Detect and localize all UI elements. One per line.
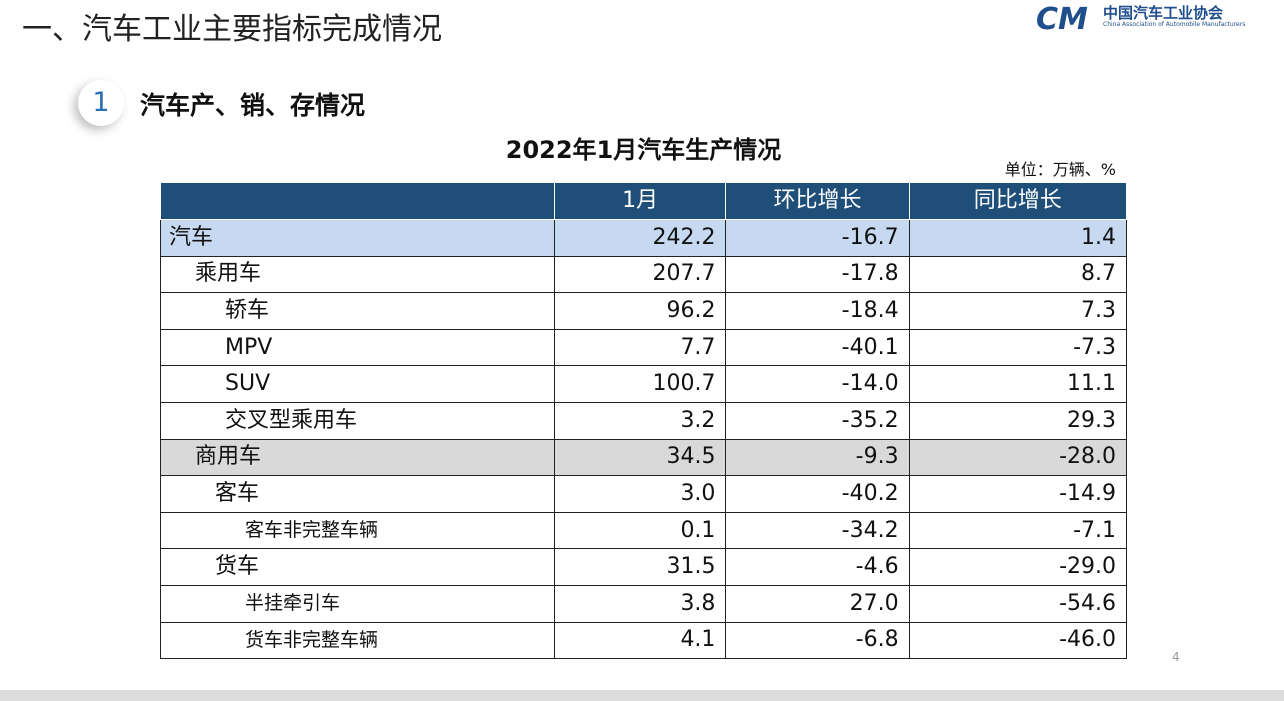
cell-value: 96.2 bbox=[553, 292, 727, 330]
cell-value: -7.3 bbox=[908, 328, 1128, 367]
section-number: 1 bbox=[78, 80, 124, 126]
row-label: 乘用车 bbox=[160, 255, 555, 294]
cell-value: 4.1 bbox=[553, 621, 727, 660]
column-header: 1月 bbox=[553, 182, 727, 220]
table-row: SUV 100.7 -14.0 11.1 bbox=[160, 365, 1128, 403]
cell-value: -34.2 bbox=[725, 511, 910, 550]
column-header: 同比增长 bbox=[908, 182, 1128, 220]
cell-value: 3.8 bbox=[553, 584, 727, 623]
row-label: 客车 bbox=[160, 475, 555, 513]
cell-value: -14.0 bbox=[725, 365, 910, 403]
cell-value: 3.2 bbox=[553, 401, 727, 440]
cell-value: -6.8 bbox=[725, 621, 910, 660]
cell-value: -40.2 bbox=[725, 475, 910, 513]
table-row: 乘用车 207.7 -17.8 8.7 bbox=[160, 255, 1128, 294]
cell-value: -28.0 bbox=[908, 438, 1128, 477]
table-row: MPV 7.7 -40.1 -7.3 bbox=[160, 328, 1128, 367]
row-label: 商用车 bbox=[160, 438, 555, 477]
row-label: SUV bbox=[160, 365, 555, 403]
table-row: 交叉型乘用车 3.2 -35.2 29.3 bbox=[160, 401, 1128, 440]
row-label: 货车非完整车辆 bbox=[160, 621, 555, 660]
cell-value: -7.1 bbox=[908, 511, 1128, 550]
page-number: 4 bbox=[1172, 650, 1180, 664]
cell-value: -16.7 bbox=[725, 219, 910, 257]
cell-value: 242.2 bbox=[553, 219, 727, 257]
table-row: 汽车 242.2 -16.7 1.4 bbox=[160, 219, 1128, 257]
column-header bbox=[160, 182, 555, 220]
header-row: 1月 环比增长 同比增长 bbox=[160, 182, 1128, 220]
logo-subtitle: China Association of Automobile Manufact… bbox=[1103, 21, 1246, 28]
row-label: 半挂牵引车 bbox=[160, 584, 555, 623]
cell-value: 1.4 bbox=[908, 219, 1128, 257]
cell-value: -35.2 bbox=[725, 401, 910, 440]
row-label: 轿车 bbox=[160, 292, 555, 330]
cell-value: -29.0 bbox=[908, 548, 1128, 586]
cell-value: -4.6 bbox=[725, 548, 910, 586]
row-label: 汽车 bbox=[160, 219, 555, 257]
row-label: 货车 bbox=[160, 548, 555, 586]
data-table: 1月 环比增长 同比增长 汽车 242.2 -16.7 1.4 乘用车 207.7 -17.8 8.… bbox=[160, 182, 1128, 660]
cell-value: -18.4 bbox=[725, 292, 910, 330]
cell-value: 3.0 bbox=[553, 475, 727, 513]
cell-value: -54.6 bbox=[908, 584, 1128, 623]
cell-value: 7.7 bbox=[553, 328, 727, 367]
cell-value: -14.9 bbox=[908, 475, 1128, 513]
table-row: 半挂牵引车 3.8 27.0 -54.6 bbox=[160, 584, 1128, 623]
row-label: MPV bbox=[160, 328, 555, 367]
cell-value: 8.7 bbox=[908, 255, 1128, 294]
cell-value: 7.3 bbox=[908, 292, 1128, 330]
table-row: 货车非完整车辆 4.1 -6.8 -46.0 bbox=[160, 621, 1128, 660]
page-title: 一、汽车工业主要指标完成情况 bbox=[22, 12, 442, 47]
cell-value: -9.3 bbox=[725, 438, 910, 477]
row-label: 客车非完整车辆 bbox=[160, 511, 555, 550]
cell-value: 100.7 bbox=[553, 365, 727, 403]
cell-value: 0.1 bbox=[553, 511, 727, 550]
cell-value: 31.5 bbox=[553, 548, 727, 586]
cell-value: 34.5 bbox=[553, 438, 727, 477]
column-header: 环比增长 bbox=[725, 182, 910, 220]
section-title: 汽车产、销、存情况 bbox=[140, 91, 366, 120]
table-row: 商用车 34.5 -9.3 -28.0 bbox=[160, 438, 1128, 477]
logo-name: 中国汽车工业协会 bbox=[1103, 4, 1224, 22]
table-row: 客车非完整车辆 0.1 -34.2 -7.1 bbox=[160, 511, 1128, 550]
footer-bar bbox=[0, 690, 1284, 701]
logo-icon: CM bbox=[1036, 2, 1088, 37]
cell-value: 11.1 bbox=[908, 365, 1128, 403]
unit-note: 单位：万辆、% bbox=[1004, 160, 1116, 179]
table-title: 2022年1月汽车生产情况 bbox=[505, 136, 782, 164]
cell-value: 207.7 bbox=[553, 255, 727, 294]
table-row: 轿车 96.2 -18.4 7.3 bbox=[160, 292, 1128, 330]
cell-value: -46.0 bbox=[908, 621, 1128, 660]
cell-value: -17.8 bbox=[725, 255, 910, 294]
table-row: 货车 31.5 -4.6 -29.0 bbox=[160, 548, 1128, 586]
cell-value: -40.1 bbox=[725, 328, 910, 367]
row-label: 交叉型乘用车 bbox=[160, 401, 555, 440]
table-row: 客车 3.0 -40.2 -14.9 bbox=[160, 475, 1128, 513]
cell-value: 27.0 bbox=[725, 584, 910, 623]
cell-value: 29.3 bbox=[908, 401, 1128, 440]
